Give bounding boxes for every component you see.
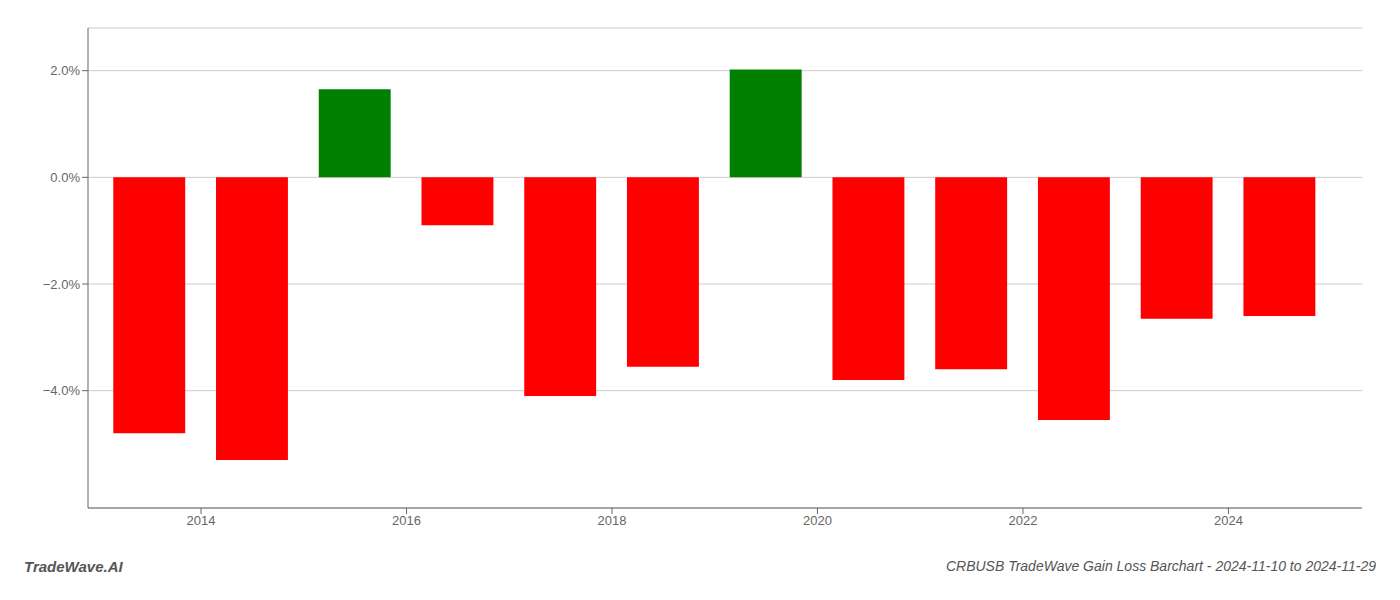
html-text:CRBUSB TradeWave Gain Loss Bar: CRBUSB TradeWave Gain Loss Barchart - 20… [945, 558, 1376, 574]
svg-text:2024: 2024 [1214, 513, 1243, 528]
svg-text:−2.0%: −2.0% [43, 277, 81, 292]
svg-text:2022: 2022 [1008, 513, 1037, 528]
svg-text:2.0%: 2.0% [50, 63, 80, 78]
svg-text:−4.0%: −4.0% [43, 383, 81, 398]
svg-text:2016: 2016 [392, 513, 421, 528]
svg-text:2014: 2014 [187, 513, 216, 528]
svg-text:0.0%: 0.0% [50, 170, 80, 185]
svg-text:2018: 2018 [598, 513, 627, 528]
svg-text:2020: 2020 [803, 513, 832, 528]
html-text:TradeWave.AI: TradeWave.AI [24, 557, 123, 575]
